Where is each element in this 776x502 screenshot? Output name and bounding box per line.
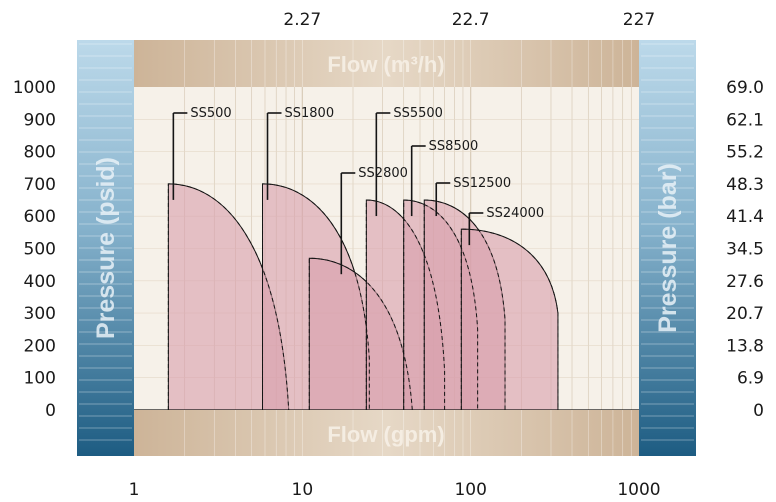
left-tick-label: 300 <box>24 304 56 324</box>
series-label-group: SS5500 <box>375 106 443 217</box>
series-label-group: SS1800 <box>266 106 335 200</box>
series-label-group: SS12500 <box>435 176 511 217</box>
series-dashed-outline <box>167 183 290 410</box>
top-tick-label: 2.27 <box>283 10 321 30</box>
right-tick-label: 62.1 <box>726 110 764 130</box>
right-axis-title: Pressure (bar) <box>654 163 682 333</box>
bottom-tick-label: 10 <box>292 480 314 500</box>
series-label-group: SS8500 <box>410 139 479 217</box>
top-tick-label: 22.7 <box>452 10 490 30</box>
left-tick-label: 900 <box>24 110 56 130</box>
left-tick-label: 1000 <box>13 78 56 98</box>
left-tick-label: 100 <box>24 369 56 389</box>
series-label: SS24000 <box>486 206 544 221</box>
top-band <box>134 40 639 87</box>
right-tick-label: 20.7 <box>726 304 764 324</box>
series-label: SS8500 <box>429 139 479 154</box>
left-tick-label: 400 <box>24 272 56 292</box>
right-tick-label: 48.3 <box>726 175 764 195</box>
series-label: SS5500 <box>393 106 443 121</box>
axis-ticks: 1000900800700600500400300200100069.062.1… <box>13 10 764 500</box>
left-band <box>77 40 134 456</box>
left-tick-label: 700 <box>24 175 56 195</box>
series-label: SS1800 <box>285 106 335 121</box>
series-label: SS500 <box>190 106 231 121</box>
bottom-tick-label: 100 <box>454 480 486 500</box>
left-tick-label: 600 <box>24 207 56 227</box>
right-tick-label: 34.5 <box>726 240 764 260</box>
right-tick-label: 0 <box>753 401 764 421</box>
left-axis-title: Pressure (psid) <box>92 157 120 339</box>
left-tick-label: 500 <box>24 240 56 260</box>
series-dashed-outline <box>308 257 413 410</box>
top-tick-label: 227 <box>623 10 655 30</box>
right-band <box>639 40 696 456</box>
bottom-tick-label: 1 <box>129 480 140 500</box>
bottom-tick-label: 1000 <box>617 480 660 500</box>
series-label-group: SS24000 <box>468 206 544 246</box>
top-axis-title: Flow (m³/h) <box>327 52 444 77</box>
series-label-group: SS500 <box>172 106 232 200</box>
right-tick-label: 41.4 <box>726 207 764 227</box>
series-dashed-outline <box>460 228 559 410</box>
series-dashed-outline <box>262 183 370 410</box>
series-label-group: SS2800 <box>340 166 408 275</box>
bottom-axis-title: Flow (gpm) <box>327 422 444 447</box>
left-tick-label: 200 <box>24 336 56 356</box>
left-tick-label: 800 <box>24 143 56 163</box>
left-tick-label: 0 <box>45 401 56 421</box>
band-stripes <box>79 43 694 441</box>
right-tick-label: 69.0 <box>726 78 764 98</box>
right-tick-label: 13.8 <box>726 336 764 356</box>
series-label: SS2800 <box>358 166 408 181</box>
series-layer <box>167 183 559 410</box>
series-labels: SS500 SS1800 SS2800 SS5500 SS8500 SS12500 SS24… <box>172 106 544 275</box>
series-label: SS12500 <box>453 176 511 191</box>
bottom-band <box>134 410 639 456</box>
right-tick-label: 55.2 <box>726 143 764 163</box>
right-tick-label: 27.6 <box>726 272 764 292</box>
right-tick-label: 6.9 <box>737 369 764 389</box>
